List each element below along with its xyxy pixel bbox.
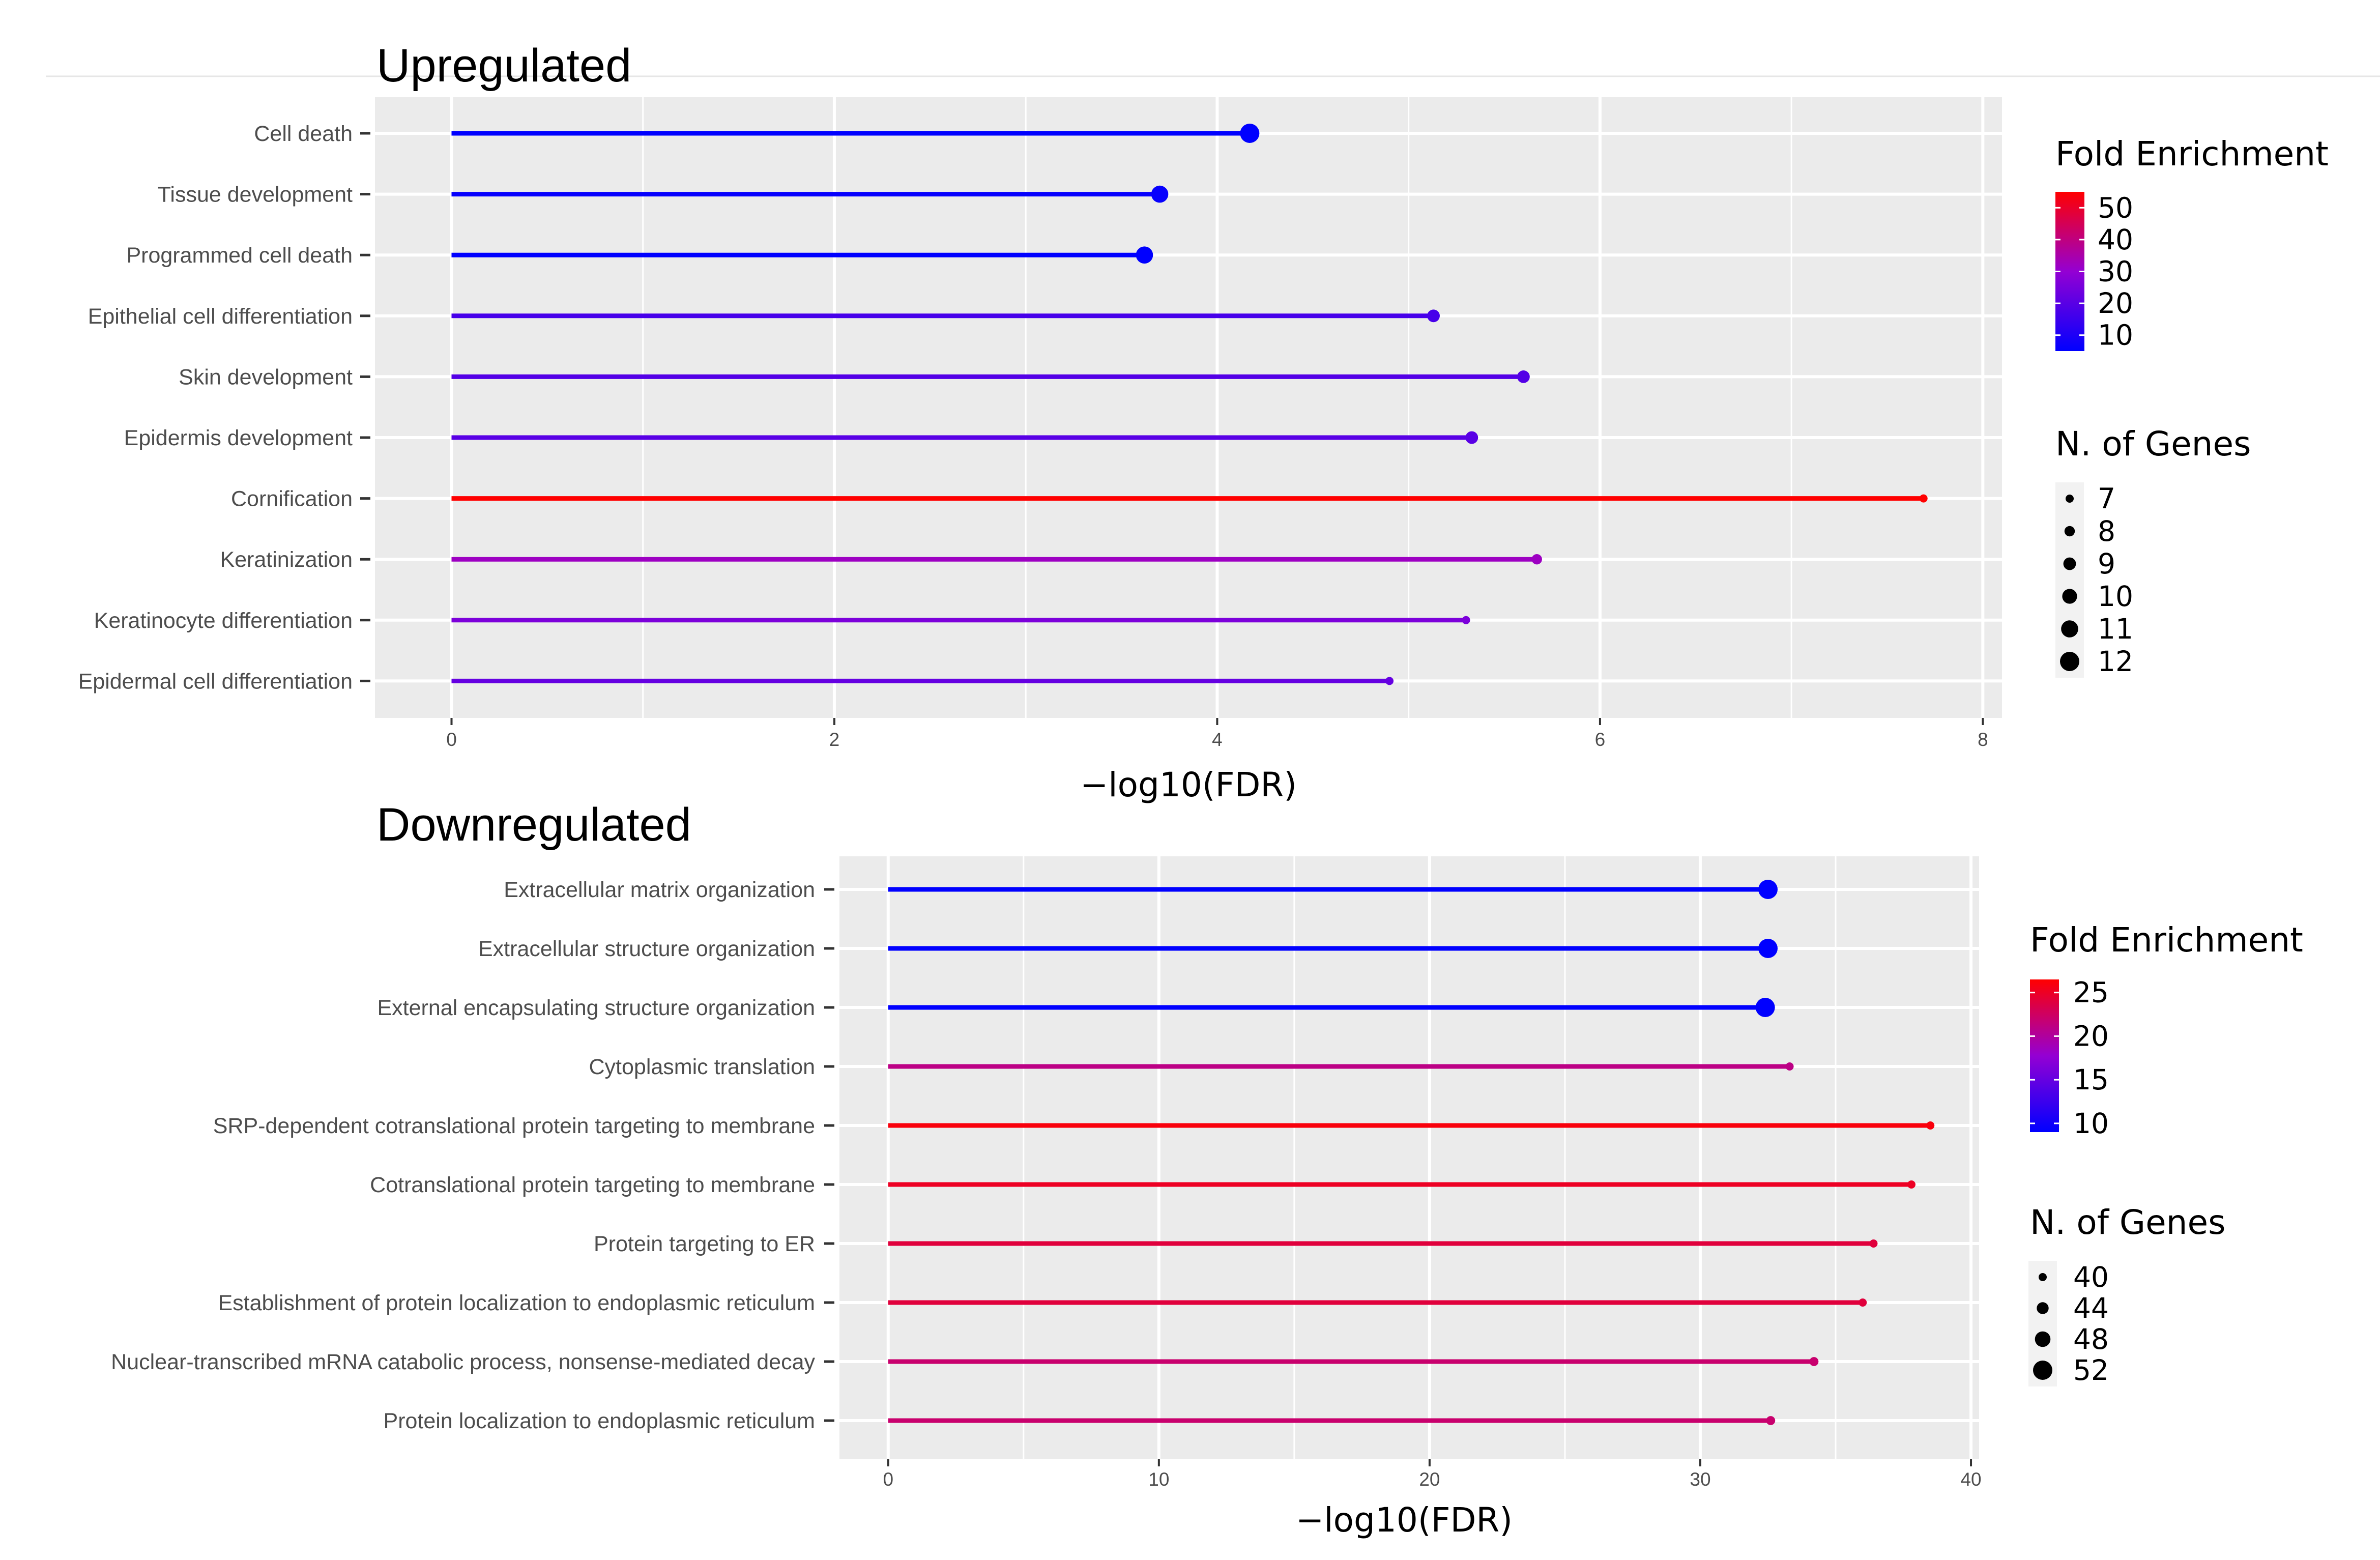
lollipop-point <box>1755 998 1775 1017</box>
lollipop-point <box>1809 1357 1819 1366</box>
size-legend-label: 48 <box>2073 1323 2109 1355</box>
category-label: Cornification <box>231 487 353 511</box>
x-tick-label: 0 <box>446 729 457 750</box>
category-label: Extracellular matrix organization <box>504 878 815 902</box>
x-tick-label: 6 <box>1595 729 1606 750</box>
category-label: Epidermal cell differentiation <box>78 669 353 694</box>
lollipop-point <box>1869 1239 1878 1248</box>
size-legend-dot <box>2033 1361 2052 1380</box>
color-legend-title: Fold Enrichment <box>2030 920 2303 960</box>
colorbar-label: 20 <box>2098 287 2133 320</box>
category-label: Tissue development <box>158 183 353 207</box>
category-label: Extracellular structure organization <box>478 937 815 961</box>
size-legend-label: 8 <box>2098 515 2115 547</box>
size-legend-label: 40 <box>2073 1261 2109 1293</box>
size-legend-dot <box>2064 526 2075 537</box>
downregulated-chart: Downregulated Extracellular matrix organ… <box>111 799 2303 1540</box>
size-legend-label: 7 <box>2098 482 2115 515</box>
upregulated-title: Upregulated <box>376 40 631 92</box>
color-legend-title: Fold Enrichment <box>2055 134 2329 174</box>
category-label: Keratinization <box>220 547 353 572</box>
size-legend-dot <box>2063 557 2076 570</box>
x-tick-label: 20 <box>1419 1469 1440 1490</box>
category-label: Skin development <box>179 365 353 389</box>
colorbar-label: 10 <box>2073 1107 2109 1140</box>
size-legend-label: 10 <box>2098 580 2133 613</box>
lollipop-point <box>1758 880 1778 899</box>
lollipop-point <box>1385 677 1394 685</box>
size-legend-label: 9 <box>2098 547 2115 580</box>
size-legend-dot <box>2039 1273 2047 1281</box>
lollipop-point <box>1427 309 1440 323</box>
lollipop-point <box>1859 1298 1867 1307</box>
size-legend-key-bg <box>2055 482 2084 678</box>
x-tick-label: 0 <box>883 1469 893 1490</box>
fold-enrichment-colorbar <box>2030 979 2059 1132</box>
size-legend-dot <box>2035 1331 2051 1347</box>
colorbar-label: 50 <box>2098 191 2133 224</box>
category-label: Cytoplasmic translation <box>589 1055 815 1079</box>
colorbar-label: 15 <box>2073 1063 2109 1096</box>
lollipop-point <box>1151 185 1169 203</box>
x-tick-label: 10 <box>1148 1469 1169 1490</box>
downregulated-legend: Fold Enrichment 25 20 15 10 N. of Genes 404448… <box>2028 920 2303 1386</box>
colorbar-label: 40 <box>2098 223 2133 256</box>
lollipop-point <box>1517 370 1530 383</box>
size-legend-dot <box>2060 652 2079 671</box>
upregulated-plot-panel <box>375 97 2002 718</box>
size-legend-title: N. of Genes <box>2030 1203 2226 1242</box>
category-label: Epithelial cell differentiation <box>88 304 353 329</box>
category-label: External encapsulating structure organiz… <box>377 996 815 1020</box>
colorbar-label: 10 <box>2098 319 2133 352</box>
category-label: SRP-dependent cotranslational protein ta… <box>213 1114 815 1138</box>
lollipop-point <box>1462 616 1470 624</box>
size-legend-label: 44 <box>2073 1292 2109 1324</box>
category-label: Cell death <box>254 122 353 146</box>
lollipop-point <box>1785 1062 1794 1071</box>
downregulated-title: Downregulated <box>376 799 691 851</box>
size-legend-label: 12 <box>2098 645 2133 678</box>
lollipop-point <box>1907 1180 1915 1189</box>
x-tick-label: 2 <box>829 729 840 750</box>
category-label: Keratinocyte differentiation <box>94 609 353 633</box>
size-legend-label: 52 <box>2073 1354 2109 1386</box>
x-tick-label: 30 <box>1690 1469 1710 1490</box>
lollipop-point <box>1919 494 1928 503</box>
colorbar-label: 25 <box>2073 976 2109 1009</box>
category-label: Programmed cell death <box>126 243 353 268</box>
lollipop-point <box>1465 431 1478 444</box>
lollipop-point <box>1758 939 1778 958</box>
size-legend-dot <box>2066 495 2074 503</box>
upregulated-chart: Upregulated Cell death Tissue development… <box>78 40 2329 804</box>
x-tick-label: 4 <box>1212 729 1223 750</box>
category-label: Protein localization to endoplasmic reti… <box>384 1409 815 1433</box>
x-tick-label: 40 <box>1960 1469 1981 1490</box>
colorbar-label: 30 <box>2098 255 2133 288</box>
x-tick-label: 8 <box>1978 729 1988 750</box>
lollipop-point <box>1766 1416 1776 1425</box>
colorbar-label: 20 <box>2073 1020 2109 1052</box>
lollipop-point <box>1531 554 1542 565</box>
category-label: Nuclear-transcribed mRNA catabolic proce… <box>111 1350 815 1374</box>
downregulated-x-axis-title: −log10(FDR) <box>1296 1500 1513 1540</box>
lollipop-point <box>1240 124 1260 143</box>
category-label: Cotranslational protein targeting to mem… <box>370 1173 815 1197</box>
lollipop-point <box>1926 1121 1935 1130</box>
category-label: Protein targeting to ER <box>594 1232 815 1256</box>
size-legend-label: 11 <box>2098 613 2133 645</box>
category-label: Epidermis development <box>124 426 353 450</box>
downregulated-plot-panel <box>839 856 1979 1459</box>
category-label: Establishment of protein localization to… <box>218 1291 815 1315</box>
size-legend-dot <box>2061 620 2078 638</box>
upregulated-x-axis-title: −log10(FDR) <box>1080 765 1297 804</box>
lollipop-point <box>1136 246 1153 264</box>
size-legend-title: N. of Genes <box>2055 424 2251 464</box>
size-legend-dot <box>2037 1302 2049 1314</box>
size-legend-dot <box>2062 589 2077 604</box>
